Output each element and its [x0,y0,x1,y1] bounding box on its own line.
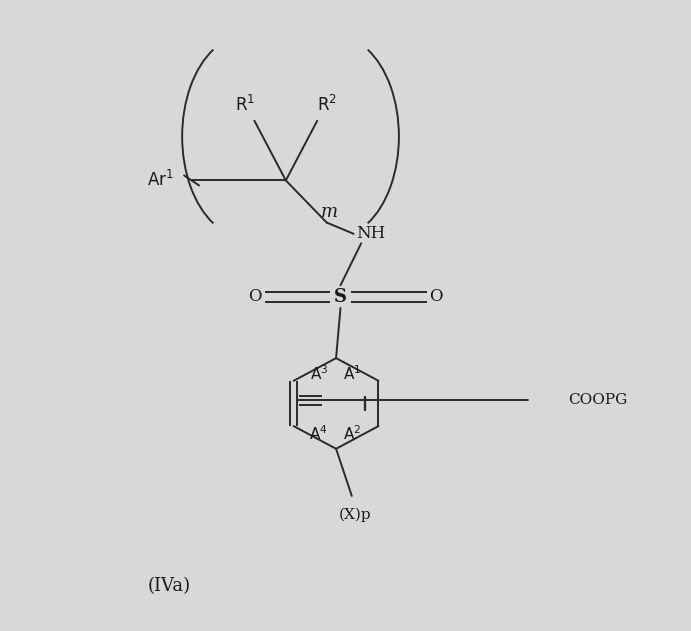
Text: S: S [334,288,347,305]
Text: (X)p: (X)p [339,507,371,522]
Text: $\mathsf{A^3}$: $\mathsf{A^3}$ [310,364,328,382]
Text: (IVa): (IVa) [148,577,191,594]
Text: NH: NH [356,225,386,242]
Text: $\mathsf{A^4}$: $\mathsf{A^4}$ [310,424,328,443]
Text: COOPG: COOPG [569,393,628,407]
Text: $\mathsf{R^1}$: $\mathsf{R^1}$ [235,95,255,115]
Text: $\mathsf{R^2}$: $\mathsf{R^2}$ [316,95,337,115]
Text: $\mathsf{Ar^1}$: $\mathsf{Ar^1}$ [146,170,173,191]
Text: O: O [429,288,443,305]
Text: m: m [321,203,339,221]
Text: $\mathsf{A^2}$: $\mathsf{A^2}$ [343,424,361,443]
Text: O: O [248,288,262,305]
Text: $\mathsf{A^1}$: $\mathsf{A^1}$ [343,364,361,382]
